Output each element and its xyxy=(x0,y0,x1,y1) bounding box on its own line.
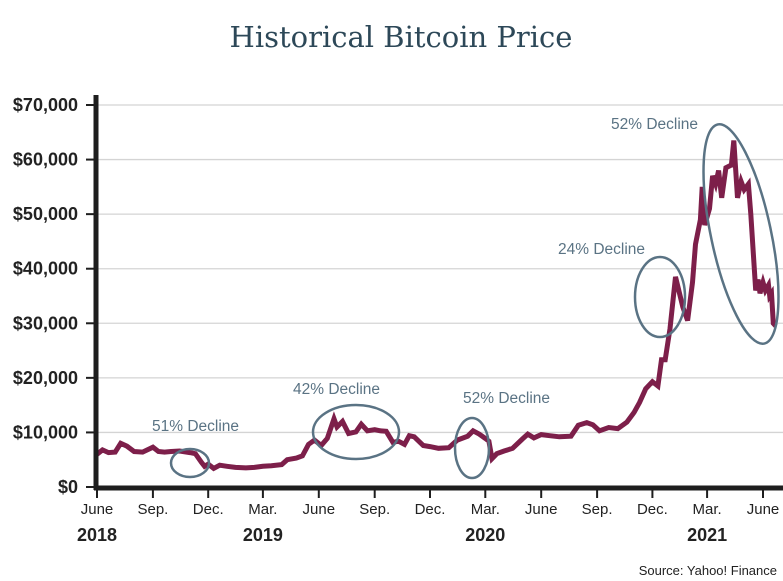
x-tick-label: Mar. xyxy=(693,501,722,518)
x-tick-label: Mar. xyxy=(471,501,500,518)
x-tick-label: Sep. xyxy=(137,501,168,518)
y-tick-label: $0 xyxy=(58,477,78,497)
annotation-circle-2 xyxy=(311,403,401,461)
annotation-label-4: 24% Decline xyxy=(558,241,645,258)
x-tick-label: Dec. xyxy=(415,501,446,518)
annotation-circle-1 xyxy=(169,447,211,479)
x-tick-label: Dec. xyxy=(193,501,224,518)
y-tick-label: $50,000 xyxy=(13,204,78,224)
x-year-label: 2018 xyxy=(77,525,117,545)
x-tick-label: Sep. xyxy=(359,501,390,518)
x-year-label: 2020 xyxy=(465,525,505,545)
annotation-label-3: 52% Decline xyxy=(463,390,550,407)
y-tick-label: $40,000 xyxy=(13,259,78,279)
x-tick-label: June xyxy=(303,501,336,518)
y-tick-label: $70,000 xyxy=(13,95,78,115)
y-tick-label: $20,000 xyxy=(13,368,78,388)
x-tick-label: Mar. xyxy=(248,501,277,518)
x-year-label: 2019 xyxy=(243,525,283,545)
y-tick-label: $60,000 xyxy=(13,150,78,170)
x-year-label: 2021 xyxy=(687,525,727,545)
y-tick-label: $10,000 xyxy=(13,422,78,442)
annotation-circle-4 xyxy=(633,255,687,339)
annotation-circle-5 xyxy=(702,123,780,345)
price-series-line xyxy=(95,140,778,472)
x-tick-label: Sep. xyxy=(582,501,613,518)
x-tick-label: June xyxy=(525,501,558,518)
x-tick-label: June xyxy=(81,501,114,518)
x-tick-label: June xyxy=(747,501,780,518)
annotation-label-2: 42% Decline xyxy=(293,381,380,398)
annotation-label-1: 51% Decline xyxy=(152,418,239,435)
annotation-circle-3 xyxy=(453,416,491,480)
source-note: Source: Yahoo! Finance xyxy=(639,563,777,578)
y-tick-label: $30,000 xyxy=(13,313,78,333)
x-tick-label: Dec. xyxy=(637,501,668,518)
chart-title: Historical Bitcoin Price xyxy=(230,20,573,54)
annotation-label-5: 52% Decline xyxy=(611,116,698,133)
